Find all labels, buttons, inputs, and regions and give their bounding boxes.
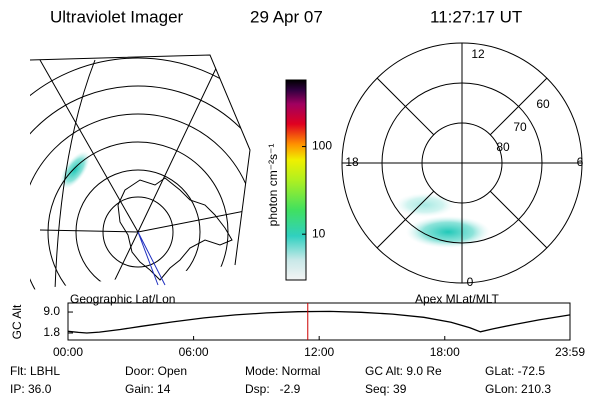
x-tick-label: 23:59	[555, 345, 585, 359]
status-field: Mode: Normal	[245, 364, 320, 378]
magnetic-map	[341, 42, 583, 284]
mlt-label: 0	[467, 275, 474, 289]
x-tick-label: 18:00	[430, 345, 460, 359]
y-tick-label: 1.8	[43, 325, 60, 339]
colorbar-tick-label: 100	[312, 139, 332, 153]
colorbar-label: photon cm⁻²s⁻¹	[266, 144, 280, 227]
y-axis-label: GC Alt	[10, 304, 24, 339]
mlt-label: 6	[577, 155, 584, 169]
mlt-label: 18	[345, 155, 359, 169]
status-field: IP: 36.0	[10, 382, 52, 396]
altitude-plot-frame	[67, 302, 571, 341]
status-field: Door: Open	[125, 364, 187, 378]
status-field: Dsp: -2.9	[245, 382, 301, 396]
y-tick-label: 9.0	[43, 304, 60, 318]
altitude-line	[67, 310, 571, 334]
status-field: GC Alt: 9.0 Re	[365, 364, 442, 378]
date: 29 Apr 07	[250, 7, 323, 26]
status-field: GLon: 210.3	[485, 382, 551, 396]
mlat-label: 80	[496, 140, 510, 154]
x-tick-label: 06:00	[179, 345, 209, 359]
status-field: Gain: 14	[125, 382, 171, 396]
time: 11:27:17 UT	[430, 7, 522, 26]
left-map-label: Geographic Lat/Lon	[70, 292, 175, 306]
status-field: Flt: LBHL	[10, 364, 60, 378]
right-map-label: Apex MLat/MLT	[415, 292, 499, 306]
colorbar-tick-label: 10	[312, 226, 326, 240]
colorbar	[285, 79, 307, 281]
status-field: GLat: -72.5	[485, 364, 545, 378]
title: Ultraviolet Imager	[50, 7, 184, 26]
x-tick-label: 12:00	[304, 345, 334, 359]
mlt-label: 12	[471, 47, 485, 61]
status-field: Seq: 39	[365, 382, 407, 396]
mlat-label: 70	[513, 120, 527, 134]
mlat-label: 60	[536, 97, 550, 111]
x-tick-label: 00:00	[53, 345, 83, 359]
geographic-map	[29, 54, 251, 290]
